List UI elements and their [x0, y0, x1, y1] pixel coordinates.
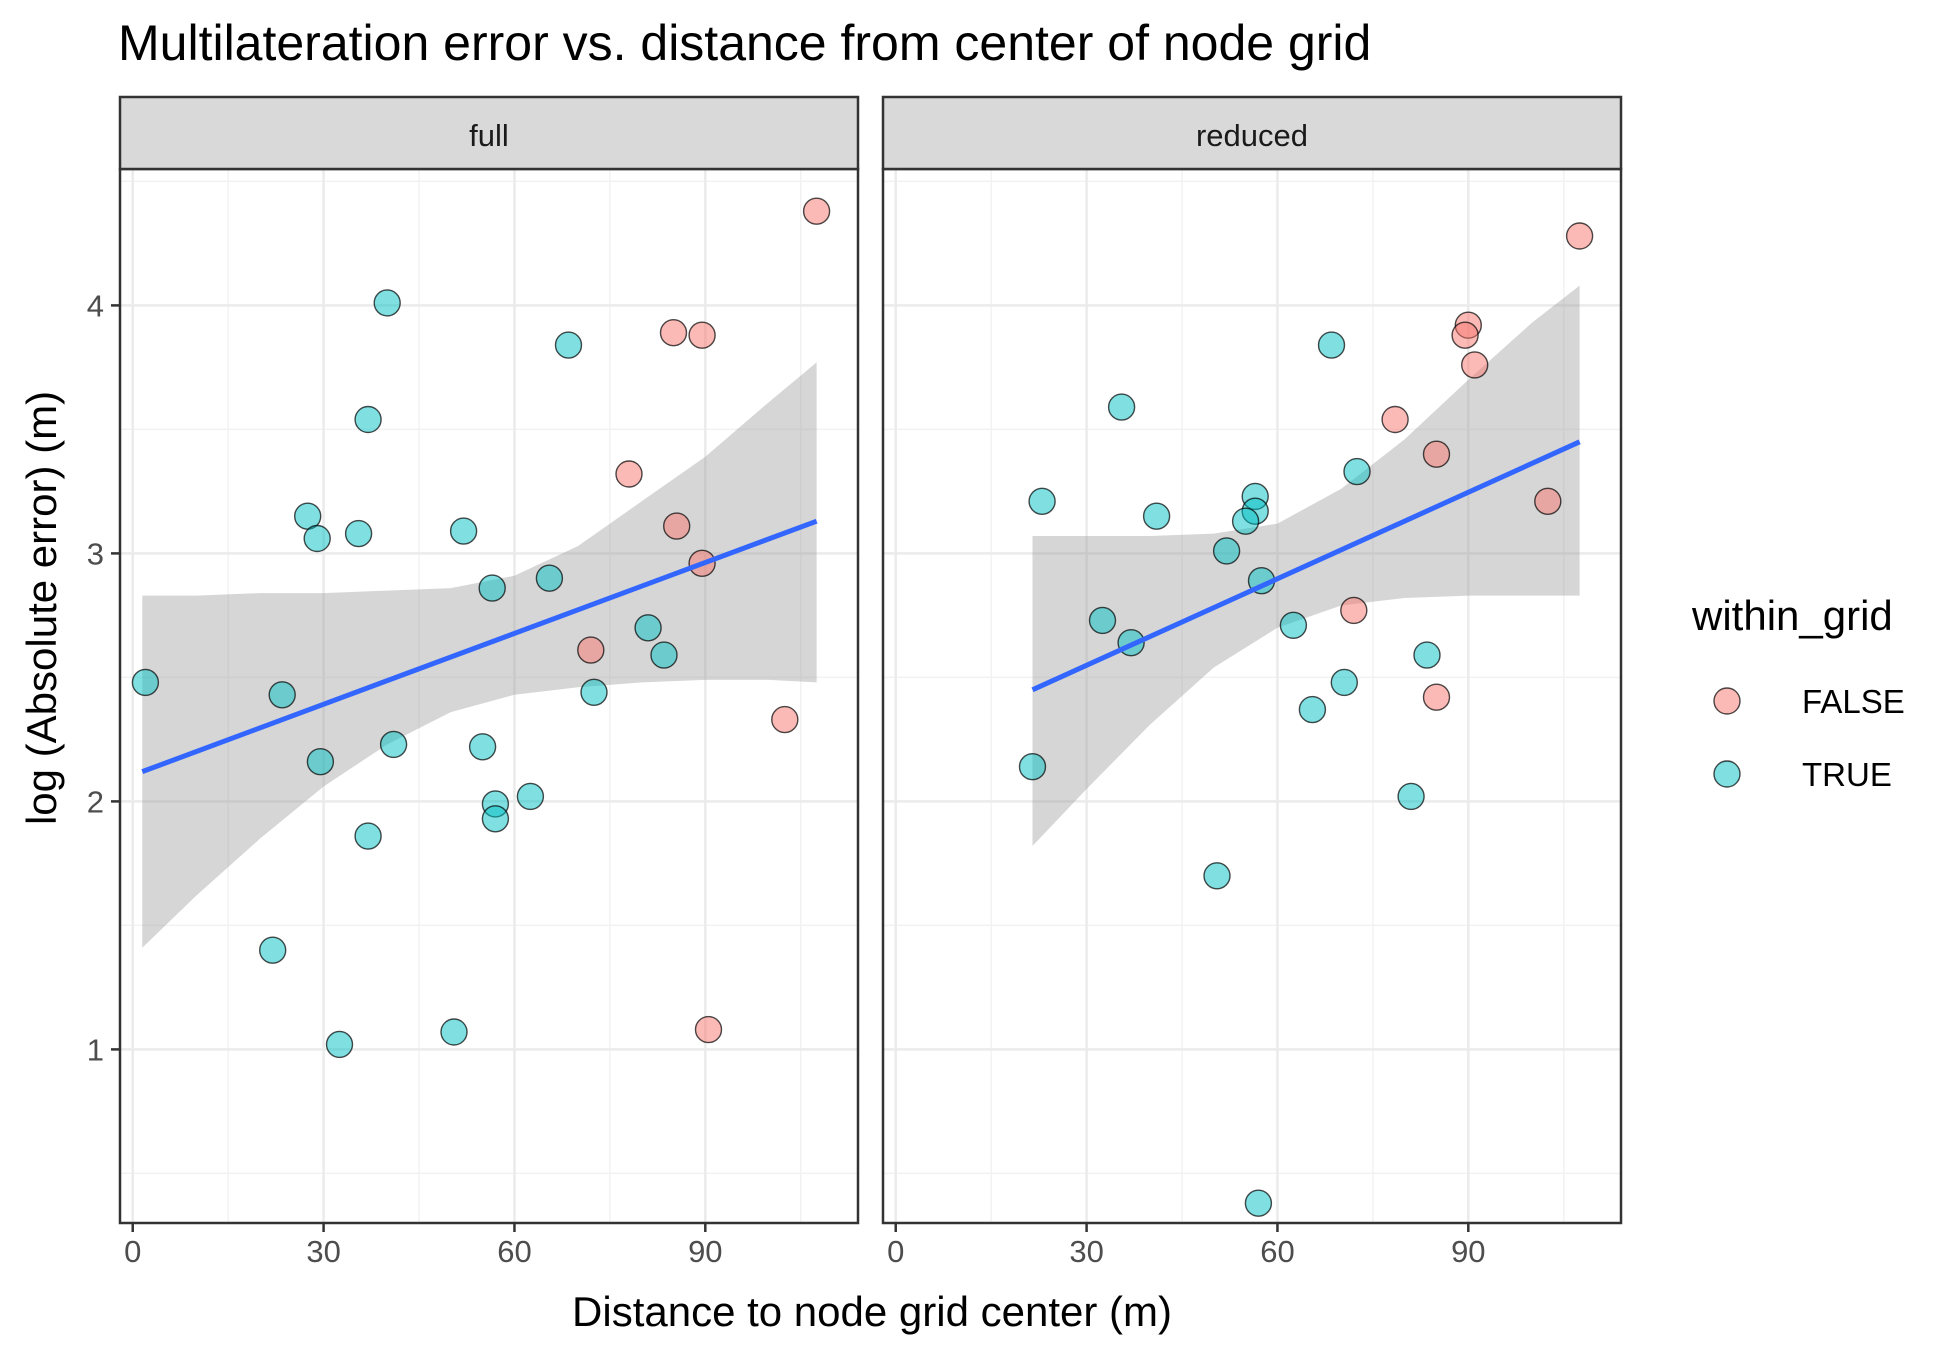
data-point-false	[694, 1015, 723, 1044]
data-point-true	[1028, 487, 1056, 515]
x-tick-label: 90	[688, 1234, 722, 1269]
facet-strip	[118, 95, 860, 171]
data-point-true	[580, 678, 608, 706]
facet-strip-label: reduced	[1196, 118, 1308, 153]
legend-label-false: FALSE	[1802, 683, 1905, 720]
data-point-true	[1231, 507, 1260, 535]
y-tick-label: 3	[87, 536, 104, 571]
x-tick-label: 60	[1260, 1234, 1294, 1269]
panel-reduced: reduced 0 30 60 90	[881, 95, 1623, 1269]
data-point-false	[1422, 440, 1451, 468]
data-point-true	[306, 748, 335, 776]
facet-panels: full 0 30 60 90 1 2 3 4 reduced 0 30 60 90	[87, 95, 1623, 1269]
panel-full: full 0 30 60 90 1 2 3 4	[87, 95, 860, 1269]
data-point-true	[440, 1018, 468, 1046]
data-point-false	[615, 460, 643, 488]
trend-line	[141, 518, 818, 774]
trend-line	[1031, 439, 1581, 693]
data-point-true	[1317, 331, 1346, 359]
x-tick-label: 30	[1069, 1234, 1103, 1269]
data-point-false	[1422, 683, 1451, 711]
data-point-true	[1088, 606, 1117, 635]
x-tick-label: 0	[124, 1234, 141, 1269]
data-point-false	[688, 321, 716, 349]
legend-key-true	[1713, 760, 1741, 788]
facet-strip-label: full	[469, 118, 509, 153]
panel-background	[120, 169, 858, 1223]
data-point-false	[1451, 321, 1479, 349]
legend-title: within_grid	[1691, 592, 1893, 639]
data-point-false	[1340, 596, 1368, 625]
data-point-false	[1534, 487, 1562, 515]
data-point-true	[1330, 668, 1359, 697]
y-axis-title: log (Absolute error) (m)	[18, 391, 65, 825]
data-point-true	[468, 733, 497, 761]
confidence-band	[142, 362, 817, 948]
data-point-true	[516, 782, 545, 811]
data-point-true	[650, 641, 678, 669]
data-point-false	[577, 636, 605, 664]
data-point-true	[1397, 782, 1425, 811]
data-point-true	[259, 936, 287, 964]
data-point-true	[373, 289, 401, 317]
panel-background	[883, 169, 1621, 1223]
data-point-true	[1142, 502, 1171, 530]
data-point-true	[1279, 611, 1308, 639]
data-point-true	[1107, 393, 1136, 421]
data-point-true	[1018, 753, 1047, 781]
legend: within_grid FALSE TRUE	[1691, 592, 1905, 793]
data-point-true	[481, 805, 510, 833]
chart-title: Multilateration error vs. distance from …	[118, 15, 1371, 71]
data-point-true	[1413, 641, 1441, 669]
data-point-false	[771, 705, 799, 734]
y-tick-label: 1	[87, 1032, 104, 1067]
data-point-true	[354, 822, 382, 850]
data-point-true	[325, 1030, 354, 1059]
data-point-true	[131, 668, 160, 697]
data-point-true	[344, 519, 373, 548]
data-point-true	[1244, 1189, 1273, 1217]
data-point-true	[268, 681, 296, 709]
data-point-true	[354, 405, 382, 434]
x-axis-title: Distance to node grid center (m)	[572, 1288, 1172, 1335]
data-point-false	[1381, 405, 1409, 434]
data-point-true	[1343, 457, 1371, 486]
data-point-true	[303, 524, 331, 553]
data-point-true	[478, 574, 506, 602]
data-point-true	[1203, 862, 1231, 890]
data-point-false	[1565, 222, 1594, 250]
x-tick-label: 60	[497, 1234, 531, 1269]
data-point-false	[659, 319, 688, 347]
legend-label-true: TRUE	[1802, 756, 1892, 793]
legend-key-false	[1713, 687, 1741, 715]
y-tick-label: 4	[87, 288, 104, 323]
data-point-true	[554, 331, 583, 359]
data-point-true	[1298, 695, 1327, 724]
y-tick-label: 2	[87, 784, 104, 819]
x-tick-label: 0	[887, 1234, 904, 1269]
data-point-false	[663, 512, 691, 540]
data-point-true	[449, 517, 478, 545]
x-tick-label: 30	[306, 1234, 340, 1269]
data-point-true	[535, 564, 564, 592]
x-tick-label: 90	[1451, 1234, 1485, 1269]
data-point-true	[1212, 537, 1241, 565]
data-point-false	[1460, 351, 1489, 379]
facet-strip	[881, 95, 1623, 171]
data-point-true	[379, 730, 408, 759]
data-point-false	[802, 197, 831, 225]
data-point-true	[634, 614, 662, 642]
